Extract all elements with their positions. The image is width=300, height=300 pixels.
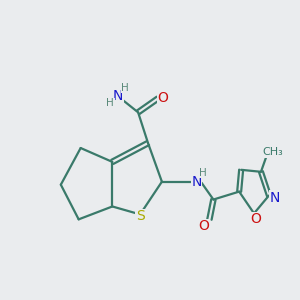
Text: H: H xyxy=(122,82,129,93)
Text: N: N xyxy=(270,190,280,205)
Text: H: H xyxy=(199,168,206,178)
Text: S: S xyxy=(136,209,145,224)
Text: H: H xyxy=(106,98,114,108)
Text: O: O xyxy=(198,219,209,233)
Text: CH₃: CH₃ xyxy=(262,147,283,157)
Text: N: N xyxy=(113,89,124,103)
Text: O: O xyxy=(250,212,261,226)
Text: O: O xyxy=(158,92,168,106)
Text: N: N xyxy=(191,175,202,189)
